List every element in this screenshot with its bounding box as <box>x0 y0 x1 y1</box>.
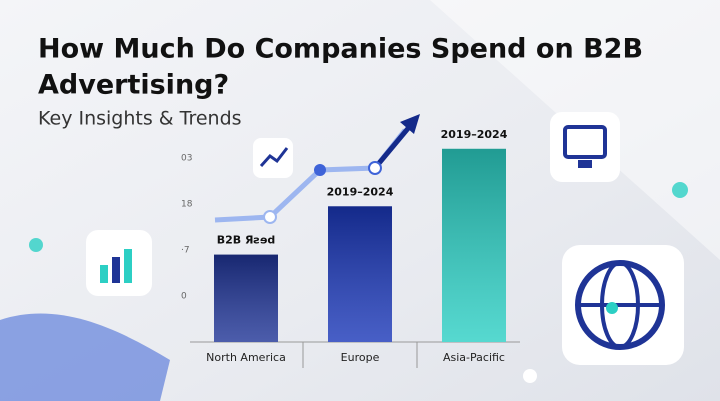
bar-shade <box>328 206 392 342</box>
trend-point <box>368 161 382 175</box>
trend-point <box>314 164 326 176</box>
icon-card <box>550 112 620 182</box>
icon <box>112 257 120 283</box>
map-decoration <box>0 313 170 401</box>
icon <box>124 249 132 283</box>
trend-point <box>263 210 277 224</box>
y-tick-label: 18 <box>181 200 193 210</box>
trend-arrow <box>373 124 412 170</box>
icon <box>259 147 289 168</box>
icon <box>100 265 108 283</box>
icon <box>563 125 607 159</box>
x-tick-label: Europe <box>341 351 380 364</box>
bar-label: 2019–2024 <box>441 128 508 141</box>
x-tick-label: North America <box>206 351 286 364</box>
title: Advertising? <box>38 70 229 101</box>
x-tick-label: Asia-Pacific <box>443 351 505 364</box>
bar-label: B2B Яƨɘd <box>217 234 276 247</box>
title: How Much Do Companies Spend on B2B <box>38 34 643 65</box>
dot <box>29 238 43 252</box>
bar-shade <box>214 254 278 342</box>
y-tick-label: ·7 <box>181 246 190 256</box>
y-tick-label: 0 <box>181 292 187 302</box>
icon <box>578 160 592 168</box>
bar-shade <box>442 148 506 342</box>
dot <box>672 182 688 198</box>
subtitle: Key Insights & Trends <box>38 108 242 130</box>
y-tick-label: 03 <box>181 154 192 164</box>
bar-label: 2019–2024 <box>327 185 394 198</box>
arrow-head <box>400 114 420 134</box>
dot <box>523 369 537 383</box>
globe-icon <box>606 302 618 314</box>
